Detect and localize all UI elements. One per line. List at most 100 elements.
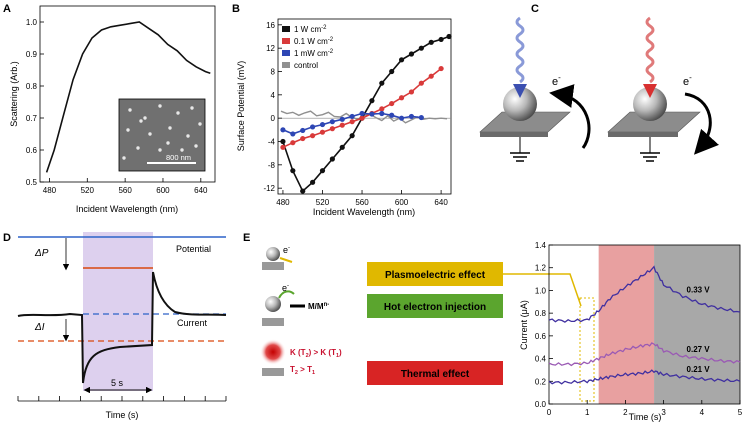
current-trace-0: [548, 265, 741, 323]
substrate-1: [262, 262, 284, 270]
panel-e-ytick-label: 1.2: [535, 264, 547, 273]
trace-label-0: 0.33 V: [687, 286, 711, 295]
panel-e-xtick-label: 0: [547, 408, 552, 417]
panel-e-ytick-label: 1.0: [535, 286, 547, 295]
panel-b-ytick-label: 0: [271, 114, 276, 123]
t-relation: T2 > T1: [290, 365, 315, 376]
series-point-black: [389, 68, 395, 75]
legend-label-01w: 0.1 W cm-2: [294, 37, 334, 46]
panel-a-ytick-label: 0.9: [26, 50, 38, 59]
panel-label-d: D: [3, 232, 11, 244]
legend-swatch-1mw: [282, 50, 290, 56]
series-point-red: [418, 80, 424, 86]
series-point-blue: [290, 131, 296, 137]
panel-a-frame: [39, 5, 216, 183]
sem-particle: [186, 134, 190, 138]
series-point-black: [418, 45, 424, 51]
panel-e-ytick-label: 0.4: [535, 355, 547, 364]
electron-label-right: e-: [683, 73, 692, 88]
panel-b-chart: 480 520 560 600 640 -12 -8 -4 0 4 8 12 16 1 W cm-2 0…: [236, 18, 452, 217]
substrate-3: [262, 368, 284, 376]
panel-a-ylabel: Scattering (Arb.): [9, 61, 19, 127]
panel-a-ytick-label: 0.6: [26, 146, 38, 155]
panel-a-xtick-label: 560: [118, 186, 132, 195]
panel-e-ytick-label: 0.6: [535, 332, 547, 341]
sem-particle: [143, 116, 147, 120]
series-point-blue: [310, 124, 316, 130]
panel-a-ytick-label: 1.0: [26, 18, 38, 27]
sem-particle: [139, 119, 143, 123]
panel-a-ytick-label: 0.5: [26, 178, 38, 187]
legend-swatch-01w: [282, 38, 290, 44]
series-point-red: [329, 126, 335, 132]
sem-particle: [198, 122, 202, 126]
panel-b-ytick-label: 16: [266, 21, 275, 30]
potential-label: Potential: [176, 244, 211, 254]
series-point-blue: [349, 113, 355, 120]
series-point-red: [339, 122, 345, 128]
panel-a-xlabel: Incident Wavelength (nm): [76, 204, 178, 214]
series-point-black: [329, 156, 335, 162]
box-thermal: [367, 361, 503, 385]
scattering-line: [45, 21, 211, 173]
arrow-2: [278, 290, 295, 299]
panel-b-legend: 1 W cm-2 0.1 W cm-2 1 mW cm-2 control: [282, 25, 334, 70]
current-trace: [17, 271, 227, 384]
sem-particles: [122, 104, 202, 160]
series-point-red: [398, 95, 405, 101]
series-point-black: [428, 39, 434, 45]
series-point-black: [300, 188, 306, 194]
label-hot-electron: Hot electron injection: [384, 302, 486, 313]
electron-label-left: e-: [552, 73, 561, 88]
label-plasmoelectric: Plasmoelectric effect: [385, 270, 486, 281]
series-point-black: [290, 168, 296, 174]
sem-particle: [158, 104, 162, 108]
series-point-black: [349, 133, 355, 139]
panel-b-xtick-label: 520: [316, 198, 330, 207]
sem-particle: [136, 146, 140, 150]
panel-a-xtick-label: 640: [194, 186, 208, 195]
series-point-black: [310, 179, 316, 185]
panel-e-ylabel: Current (μA): [519, 300, 529, 350]
legend-swatch-1w: [282, 26, 290, 32]
series-point-black: [379, 80, 385, 86]
panel-b-ytick-label: -8: [268, 161, 276, 170]
panel-a-xtick-label: 520: [81, 186, 95, 195]
electron-arrow-right: [684, 92, 719, 155]
connector-line: [503, 273, 582, 307]
series-point-blue: [339, 116, 345, 122]
series-point-blue: [418, 114, 424, 121]
series-point-red: [280, 144, 286, 150]
light-wave-red: [645, 16, 655, 84]
series-point-red: [428, 73, 434, 79]
series-point-blue: [280, 127, 286, 133]
panel-d-xlabel: Time (s): [106, 410, 139, 420]
panel-b-ytick-label: -4: [268, 138, 276, 147]
panel-b-ytick-label: -12: [263, 184, 275, 193]
panel-e-xtick-label: 5: [738, 408, 743, 417]
electron-e-2: e-: [282, 283, 289, 293]
legend-swatch-control: [282, 62, 290, 68]
series-point-blue: [408, 113, 415, 120]
series-point-blue: [359, 110, 365, 117]
plate-left-edge: [480, 132, 548, 137]
redox-label: M/Mn-: [308, 302, 329, 311]
current-trace-2: [548, 369, 741, 385]
panel-a-ytick-label: 0.7: [26, 114, 38, 123]
light-arrow-red: [643, 84, 657, 98]
delta-i-label: ΔI: [34, 322, 45, 333]
panel-b-xlabel: Incident Wavelength (nm): [313, 207, 415, 217]
label-thermal: Thermal effect: [401, 369, 470, 380]
current-label: Current: [177, 318, 208, 328]
sem-particle: [122, 156, 126, 160]
sem-particle: [168, 126, 172, 130]
sem-particle: [126, 128, 130, 132]
series-point-black: [369, 98, 375, 104]
illumination-band-1: [654, 245, 740, 404]
series-point-red: [310, 133, 316, 139]
sem-particle: [128, 108, 132, 112]
series-point-blue: [300, 127, 306, 134]
series-point-black: [438, 36, 444, 43]
panel-label-e: E: [243, 232, 250, 244]
